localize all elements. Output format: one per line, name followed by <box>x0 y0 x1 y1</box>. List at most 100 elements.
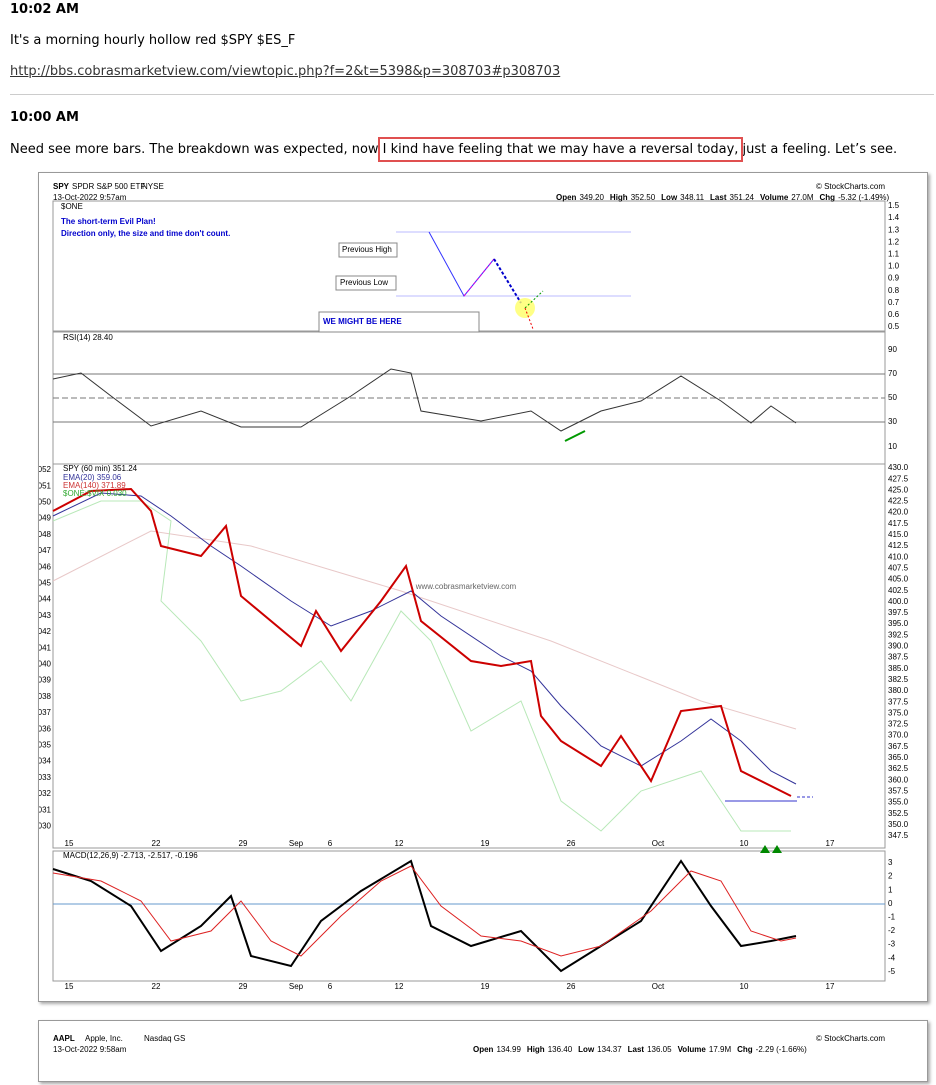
date: 13-Oct-2022 9:57am <box>53 193 127 202</box>
quote-value: 27.0M <box>791 193 814 202</box>
quote-label: Last <box>710 193 727 202</box>
x-tick-label: 17 <box>826 839 835 848</box>
x-tick-label: 10 <box>740 839 749 848</box>
x-tick-label: 19 <box>481 839 490 848</box>
quote-label: Open <box>473 1045 494 1054</box>
legend-entry: EMA(20) 359.06 <box>63 473 122 482</box>
quote-value: -5.32 (-1.49%) <box>838 193 889 202</box>
label-box <box>338 242 398 258</box>
tick-label: 0.037 <box>39 708 52 717</box>
tick-label: 2 <box>888 872 893 881</box>
tick-label: 347.5 <box>888 831 909 840</box>
label: Previous High <box>342 245 392 254</box>
tick-label: 3 <box>888 858 893 867</box>
tick-label: 417.5 <box>888 519 909 528</box>
quote-label: Open <box>556 193 577 202</box>
tick-label: 402.5 <box>888 586 909 595</box>
copyright: © StockCharts.com <box>816 182 885 191</box>
tick-label: 0.040 <box>39 660 52 669</box>
arrows <box>760 845 782 853</box>
x-tick-label: 15 <box>65 982 74 991</box>
symbol: AAPL <box>53 1034 75 1043</box>
tick-label: 357.5 <box>888 786 909 795</box>
x-tick-label: 19 <box>481 982 490 991</box>
x-tick-label: Oct <box>652 839 665 848</box>
x-tick-label: Sep <box>289 839 304 848</box>
symbol: SPY <box>53 182 70 191</box>
tick-label: -4 <box>888 953 896 962</box>
ema20-line <box>52 492 797 785</box>
vix-line <box>52 500 791 832</box>
plan-path <box>493 258 522 304</box>
x-tick-label: 29 <box>239 982 248 991</box>
tick-label: 0 <box>888 899 893 908</box>
x-tick-label: 17 <box>826 982 835 991</box>
tick-label: 387.5 <box>888 653 909 662</box>
quote-value: 349.20 <box>579 193 604 202</box>
x-tick-label: 12 <box>395 839 404 848</box>
exchange: NYSE <box>142 182 164 191</box>
quote-label: High <box>610 193 628 202</box>
callout-box <box>318 311 480 333</box>
tick-label: 372.5 <box>888 720 909 729</box>
tick-label: 30 <box>888 417 897 426</box>
tick-label: 0.044 <box>39 595 52 604</box>
separator <box>10 94 934 95</box>
watermark: www.cobrasmarketview.com <box>415 582 517 591</box>
tick-label: 430.0 <box>888 463 909 472</box>
chart: AAPL Apple, Inc. Nasdaq GS 13-Oct-2022 9:58… <box>53 1034 885 1054</box>
tick-label: 350.0 <box>888 820 909 829</box>
quote-label: Volume <box>760 193 789 202</box>
tick-label: 0.033 <box>39 773 52 782</box>
tick-label: 377.5 <box>888 697 909 706</box>
copyright: © StockCharts.com <box>816 1034 885 1043</box>
tick-label: 427.5 <box>888 474 909 483</box>
tick-label: 0.043 <box>39 611 52 620</box>
quote-label: Last <box>628 1045 645 1054</box>
label-box <box>335 275 397 291</box>
tick-label: 0.031 <box>39 805 52 814</box>
tick-label: 382.5 <box>888 675 909 684</box>
tick-label: 0.047 <box>39 546 52 555</box>
x-tick-label: 22 <box>152 982 161 991</box>
quote-label: Low <box>661 193 678 202</box>
tick-label: 1.0 <box>888 262 900 271</box>
post-link[interactable]: http://bbs.cobrasmarketview.com/viewtopi… <box>10 64 561 79</box>
x-tick-label: 26 <box>567 982 576 991</box>
tick-label: 362.5 <box>888 764 909 773</box>
name: Apple, Inc. <box>85 1034 123 1043</box>
quote-value: 134.99 <box>496 1045 521 1054</box>
tick-label: 0.052 <box>39 465 52 474</box>
tick-label: 50 <box>888 393 897 402</box>
post-time: 10:00 AM <box>10 110 79 125</box>
tick-label: 0.6 <box>888 310 900 319</box>
tick-label: 0.8 <box>888 286 900 295</box>
x-tick-label: 6 <box>328 839 333 848</box>
tick-label: 0.034 <box>39 757 52 766</box>
tick-label: 390.0 <box>888 642 909 651</box>
tick-label: 395.0 <box>888 619 909 628</box>
panel-label: MACD(12,26,9) -2.713, -2.517, -0.196 <box>63 851 198 860</box>
arrow <box>524 290 544 309</box>
tick-label: 0.9 <box>888 274 900 283</box>
quote-value: 17.9M <box>709 1045 732 1054</box>
text: Need see more bars. The breakdown was ex… <box>10 142 383 157</box>
post-text: It's a morning hourly hollow red $SPY $E… <box>10 33 296 48</box>
tick-label: 0.039 <box>39 676 52 685</box>
tick-label: 90 <box>888 345 897 354</box>
quote-label: Chg <box>737 1045 753 1054</box>
x-tick-label: Sep <box>289 982 304 991</box>
tick-label: 0.5 <box>888 322 900 331</box>
tick-label: 422.5 <box>888 497 909 506</box>
tick-label: 0.030 <box>39 822 52 831</box>
tick-label: 425.0 <box>888 485 909 494</box>
x-tick-label: 26 <box>567 839 576 848</box>
tick-label: 370.0 <box>888 731 909 740</box>
tick-label: 407.5 <box>888 563 909 572</box>
quote-value: 134.37 <box>597 1045 622 1054</box>
tick-label: 0.035 <box>39 741 52 750</box>
tick-label: 0.032 <box>39 789 52 798</box>
tick-label: 385.0 <box>888 664 909 673</box>
text: just a feeling. Let’s see. <box>738 142 898 157</box>
tick-label: -3 <box>888 940 896 949</box>
